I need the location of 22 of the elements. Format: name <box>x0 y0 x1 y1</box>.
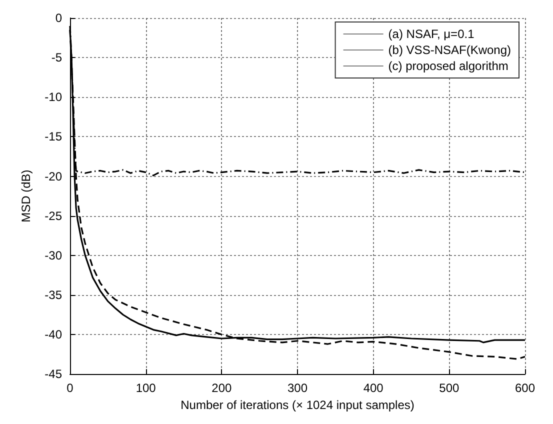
legend-label: (c) proposed algorithm <box>388 59 508 73</box>
y-tick-label: -25 <box>44 208 62 223</box>
y-tick-label: 0 <box>55 11 62 25</box>
y-tick-label: -20 <box>44 169 62 184</box>
y-axis-title: MSD (dB) <box>19 170 33 222</box>
y-tick-label: -35 <box>44 288 62 302</box>
y-tick-label: -15 <box>44 130 62 144</box>
x-tick-label: 0 <box>66 381 74 396</box>
x-tick-label: 500 <box>439 381 460 396</box>
y-tick-label: -40 <box>44 328 62 342</box>
x-tick-label: 200 <box>212 381 232 396</box>
x-tick-label: 600 <box>514 381 536 396</box>
y-tick-label: -10 <box>44 90 62 104</box>
y-tick-label: -45 <box>44 367 62 382</box>
x-tick-label: 300 <box>287 381 308 396</box>
x-tick-label: 100 <box>136 381 156 396</box>
legend-label: (a) NSAF, μ=0.1 <box>388 27 475 41</box>
x-axis-title: Number of iterations (× 1024 input samples) <box>180 398 414 412</box>
x-tick-label: 400 <box>363 381 384 396</box>
y-tick-label: -30 <box>44 248 62 262</box>
y-tick-label: -5 <box>51 50 62 65</box>
legend-label: (b) VSS-NSAF(Kwong) <box>388 43 512 57</box>
